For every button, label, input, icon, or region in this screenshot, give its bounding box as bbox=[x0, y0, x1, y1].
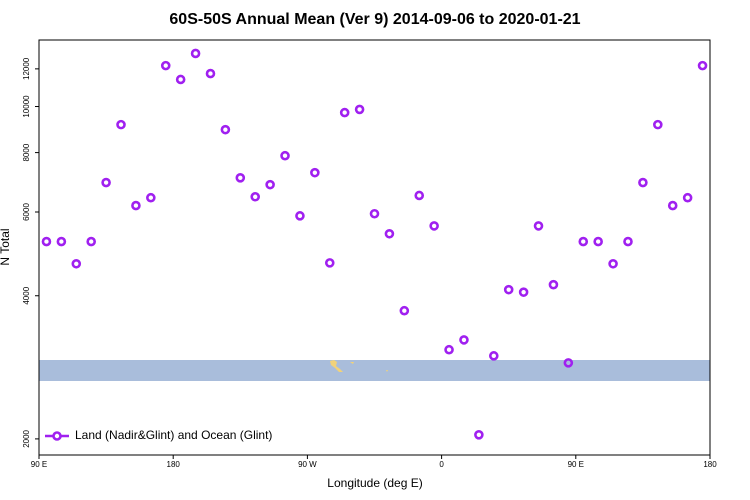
point bbox=[578, 236, 589, 247]
point bbox=[324, 258, 335, 268]
point bbox=[265, 179, 275, 190]
point bbox=[116, 119, 126, 130]
x-axis-label: Longitude (deg E) bbox=[327, 476, 422, 490]
x-tick-label: 0 bbox=[439, 460, 444, 469]
point bbox=[593, 236, 603, 247]
point bbox=[488, 351, 499, 361]
point bbox=[41, 236, 52, 247]
point bbox=[399, 305, 410, 316]
point bbox=[101, 177, 111, 188]
y-tick-label: 6000 bbox=[22, 203, 31, 221]
y-tick-label: 4000 bbox=[22, 286, 31, 304]
point bbox=[623, 236, 633, 247]
point bbox=[384, 228, 395, 239]
point bbox=[503, 284, 514, 295]
point bbox=[533, 221, 544, 231]
point bbox=[638, 177, 648, 188]
y-tick-label: 8000 bbox=[22, 143, 31, 161]
point bbox=[295, 211, 305, 221]
point bbox=[235, 173, 246, 183]
point bbox=[220, 124, 231, 135]
point bbox=[280, 150, 290, 161]
point bbox=[175, 74, 186, 85]
legend-label: Land (Nadir&Glint) and Ocean (Glint) bbox=[75, 428, 272, 442]
point bbox=[429, 221, 439, 231]
point bbox=[608, 258, 618, 269]
point bbox=[459, 335, 469, 345]
point bbox=[548, 279, 559, 290]
point bbox=[86, 236, 96, 247]
point bbox=[653, 119, 663, 130]
legend-marker bbox=[52, 431, 62, 441]
y-tick-label: 2000 bbox=[22, 429, 31, 447]
x-tick-label: 90 E bbox=[568, 460, 584, 469]
point bbox=[190, 48, 201, 59]
x-tick-label: 90 W bbox=[298, 460, 317, 469]
x-tick-label: 180 bbox=[703, 460, 717, 469]
land-band bbox=[39, 360, 710, 381]
point bbox=[131, 200, 141, 211]
point bbox=[414, 190, 425, 201]
point bbox=[160, 60, 171, 71]
land-shape bbox=[330, 360, 343, 372]
point bbox=[56, 236, 67, 247]
point bbox=[205, 68, 216, 79]
x-tick-label: 180 bbox=[167, 460, 181, 469]
point bbox=[444, 344, 454, 355]
x-tick-label: 90 E bbox=[31, 460, 47, 469]
y-tick-label: 10000 bbox=[22, 95, 31, 118]
point bbox=[682, 192, 693, 203]
point bbox=[250, 191, 261, 202]
chart-title: 60S-50S Annual Mean (Ver 9) 2014-09-06 t… bbox=[169, 11, 580, 28]
point bbox=[339, 107, 350, 118]
point bbox=[146, 192, 156, 203]
y-tick-label: 12000 bbox=[22, 57, 31, 80]
point bbox=[563, 358, 574, 368]
point bbox=[667, 200, 678, 211]
y-axis-label: N Total bbox=[0, 228, 12, 265]
point bbox=[71, 258, 82, 269]
plot-frame bbox=[38, 39, 711, 456]
point bbox=[518, 287, 529, 297]
point bbox=[474, 430, 484, 440]
point bbox=[697, 60, 708, 71]
point bbox=[310, 167, 320, 178]
point bbox=[354, 104, 365, 115]
point bbox=[369, 208, 380, 219]
